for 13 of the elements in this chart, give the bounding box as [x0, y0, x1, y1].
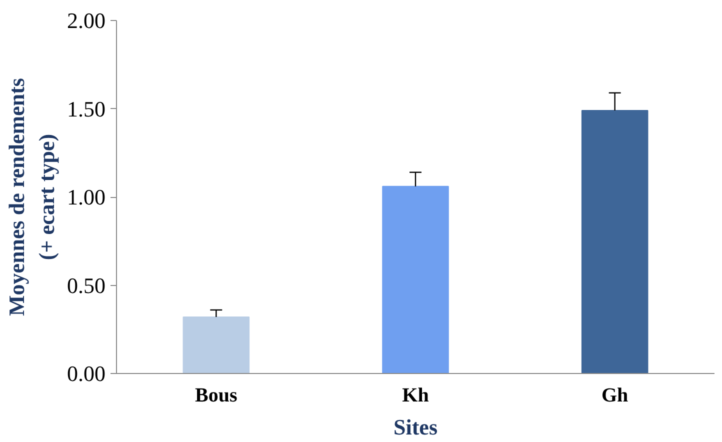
y-tick-label: 2.00 — [67, 8, 106, 33]
y-tick-label: 0.50 — [67, 272, 106, 298]
bar — [182, 316, 250, 374]
bar — [382, 186, 449, 374]
y-tick-label: 1.00 — [67, 184, 106, 210]
y-axis-title: Moyennes de rendements (+ ecart type) — [4, 78, 59, 316]
y-tick-label: 0.00 — [67, 361, 106, 386]
x-axis-title: Sites — [394, 414, 438, 440]
x-tick-label: Kh — [402, 384, 429, 406]
bar — [581, 110, 648, 374]
x-tick-label: Bous — [195, 384, 238, 406]
y-tick-label: 1.50 — [67, 96, 106, 122]
x-tick-label: Gh — [601, 384, 628, 406]
